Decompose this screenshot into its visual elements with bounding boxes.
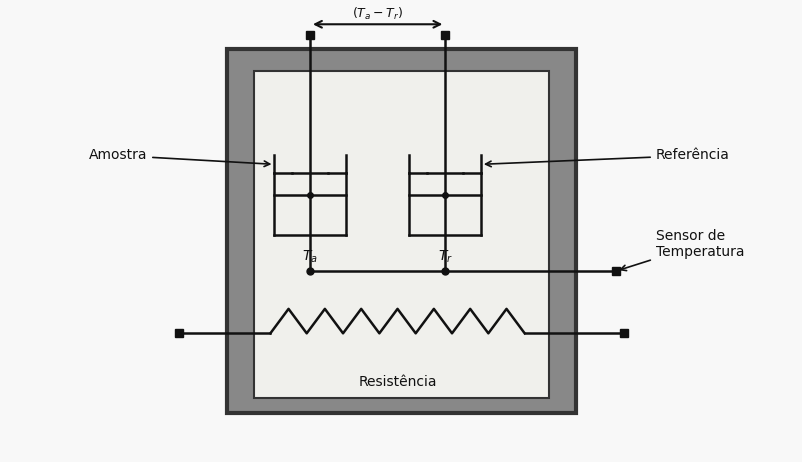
Text: Amostra: Amostra [88,148,269,166]
Text: Resistência: Resistência [358,375,436,389]
Text: $T_a$: $T_a$ [302,249,318,265]
Text: $(T_a - T_r)$: $(T_a - T_r)$ [352,6,403,22]
Bar [226,49,576,413]
Text: Sensor de
Temperatura: Sensor de Temperatura [620,229,743,271]
Text: $T_r$: $T_r$ [437,249,452,265]
Text: Referência: Referência [485,148,729,167]
Bar [254,71,548,398]
